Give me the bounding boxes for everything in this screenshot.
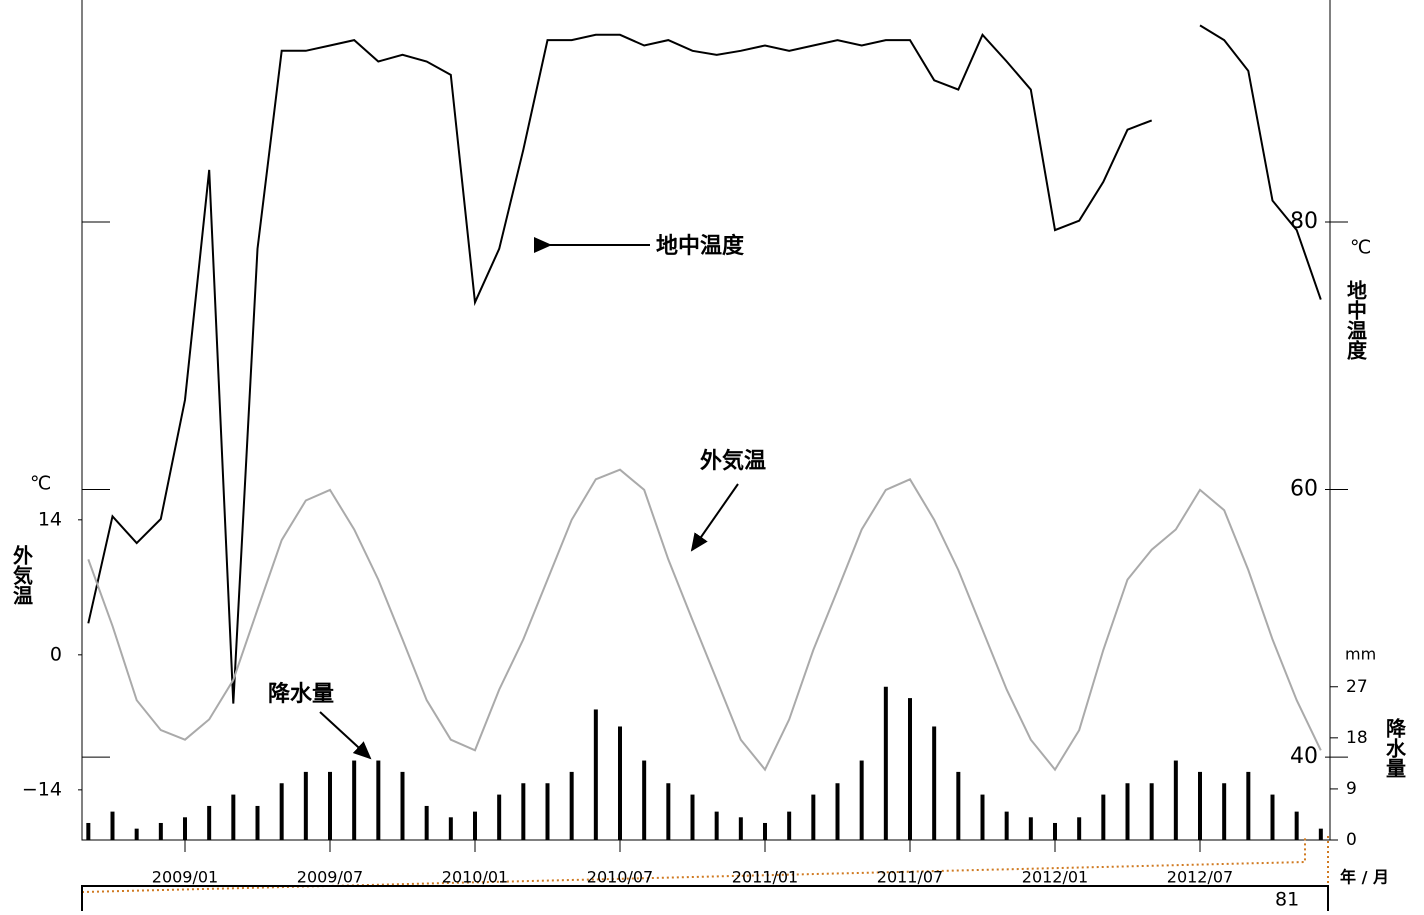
precip-bar (158, 822, 163, 840)
x-tick-label: 2012/07 (1167, 868, 1233, 887)
y2-unit: ℃ (1350, 237, 1371, 259)
precip-bar (1149, 783, 1154, 840)
precip-bar (448, 817, 453, 840)
precip-bar (400, 771, 405, 840)
zoom-box (81, 885, 1329, 915)
series-line (87, 24, 1322, 704)
precip-bar (714, 811, 719, 840)
y-tick-label: −14 (22, 778, 62, 800)
precip-bar (279, 783, 284, 840)
precip-bar (1101, 794, 1106, 840)
precip-bar (1053, 822, 1057, 840)
precip-bar (1246, 771, 1251, 840)
precip-bar (593, 709, 598, 840)
annotation: 降水量 (268, 682, 334, 707)
y3-unit: mm (1345, 645, 1376, 664)
precip-bar (86, 822, 91, 840)
x-tick-label: 2012/01 (1022, 868, 1088, 887)
zoom-guide (81, 836, 1329, 911)
y2-tick-label: 60 (1290, 477, 1318, 502)
annotation: 地中温度 (656, 233, 745, 259)
precip-bar (1318, 828, 1323, 840)
precip-bar (859, 760, 864, 840)
y2-tick-label: 80 (1290, 209, 1318, 234)
precip-bar (908, 698, 912, 840)
precip-bar (835, 783, 840, 840)
precip-bar (207, 805, 212, 840)
precip-bar (642, 760, 647, 840)
precip-bar (352, 760, 357, 840)
y3-tick-label: 0 (1346, 830, 1357, 850)
x-tick-label: 2010/07 (587, 868, 653, 887)
annotation-arrow (690, 483, 739, 552)
precip-bar (980, 794, 985, 840)
precip-bar (1173, 760, 1178, 840)
precip-bar (763, 822, 767, 840)
precip-bar (473, 811, 477, 840)
precip-bar (1125, 783, 1130, 840)
x-tick-label: 2009/01 (152, 868, 218, 887)
y3-tick-label: 18 (1346, 728, 1368, 748)
precip-bar (666, 783, 671, 840)
series-line (87, 468, 1322, 772)
y-tick-label: 0 (50, 643, 62, 665)
precip-bar (738, 817, 743, 840)
precip-bar (956, 771, 961, 840)
precip-bar (110, 811, 115, 840)
precip-bar (134, 828, 139, 840)
precip-bar (1028, 817, 1033, 840)
precip-bar (883, 686, 888, 840)
plot-frame (81, 0, 1331, 841)
y-axis-label: 外気温 (10, 544, 34, 605)
x-tick-label: 2009/07 (297, 868, 363, 887)
precip-bar (1222, 783, 1227, 840)
precip-bar (1198, 771, 1202, 840)
x-tick-label: 2010/01 (442, 868, 508, 887)
precip-bar (1270, 794, 1275, 840)
y2-axis-label: 地中温度 (1344, 280, 1368, 361)
precip-bar (690, 794, 695, 840)
precip-bar (932, 726, 937, 840)
x-axis-label: 年 / 月 (1340, 868, 1389, 887)
precip-bar (1294, 811, 1299, 840)
annotation: 外気温 (700, 448, 766, 474)
precip-bar (1077, 817, 1082, 840)
precip-bar (569, 771, 574, 840)
precip-bar (811, 794, 816, 840)
x-tick-label: 2011/01 (732, 868, 798, 887)
y3-tick-label: 9 (1346, 779, 1357, 799)
precip-bar (376, 760, 381, 840)
precip-bar (424, 805, 429, 840)
x-tick-label: 2011/07 (877, 868, 943, 887)
y3-axis-label: 降水量 (1383, 717, 1407, 778)
precip-bar (521, 783, 526, 840)
precip-bar (497, 794, 502, 840)
annotation-arrow (319, 711, 372, 760)
precip-bar (255, 805, 260, 840)
precip-bar (231, 794, 236, 840)
y-tick-label: 14 (38, 508, 62, 530)
precip-bar (328, 771, 332, 840)
y3-tick-label: 27 (1346, 677, 1368, 697)
precip-bar (303, 771, 308, 840)
y2-tick-label: 40 (1290, 744, 1318, 769)
precip-bar (545, 783, 550, 840)
precip-bar (618, 726, 622, 840)
precip-bar (183, 817, 187, 840)
footer-number: 81 (1275, 889, 1299, 911)
precip-bar (1004, 811, 1009, 840)
y-unit: ℃ (30, 473, 51, 495)
precip-bar (787, 811, 792, 840)
